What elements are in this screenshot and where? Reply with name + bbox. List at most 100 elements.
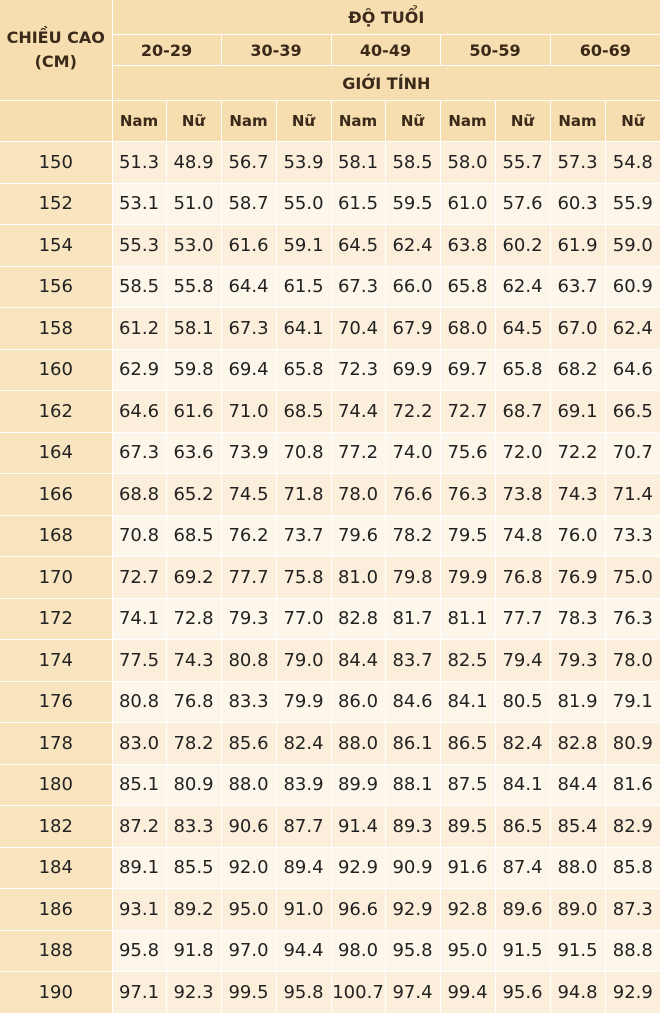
weight-cell: 64.1 xyxy=(275,307,331,349)
weight-cell: 60.3 xyxy=(549,182,605,225)
weight-cell: 86.1 xyxy=(384,722,440,764)
weight-cell: 92.9 xyxy=(384,888,440,930)
weight-cell: 82.8 xyxy=(330,597,385,640)
weight-cell: 73.8 xyxy=(494,473,550,515)
weight-cell: 59.5 xyxy=(384,182,440,225)
weight-cell: 73.3 xyxy=(604,514,660,557)
weight-cell: 65.8 xyxy=(439,265,495,308)
height-cell: 168 xyxy=(0,514,113,557)
height-label-line1: CHIỀU CAO xyxy=(6,28,105,47)
weight-cell: 79.5 xyxy=(439,514,495,557)
weight-cell: 73.7 xyxy=(275,514,331,557)
weight-cell: 70.8 xyxy=(111,514,166,557)
age-group-header: 20-29 xyxy=(112,34,221,66)
weight-cell: 74.1 xyxy=(111,597,166,640)
table-row: 174 77.5 74.3 80.8 79.0 84.4 83.7 82.5 79.4 79.3 7… xyxy=(0,639,660,681)
weight-cell: 85.5 xyxy=(165,846,221,889)
weight-cell: 83.9 xyxy=(275,763,331,806)
weight-cell: 88.0 xyxy=(549,846,605,889)
weight-cell: 90.6 xyxy=(220,805,276,847)
height-cell: 162 xyxy=(0,390,113,432)
height-cell: 154 xyxy=(0,224,113,266)
weight-cell: 99.4 xyxy=(439,971,495,1013)
weight-cell: 95.6 xyxy=(494,971,550,1013)
height-label-line2: (CM) xyxy=(34,52,77,71)
weight-cell: 91.4 xyxy=(330,805,385,847)
weight-cell: 84.1 xyxy=(439,680,495,723)
weight-cell: 59.1 xyxy=(275,224,331,266)
weight-cell: 87.7 xyxy=(275,805,331,847)
weight-cell: 76.2 xyxy=(220,514,276,557)
height-cell: 152 xyxy=(0,182,113,225)
weight-cell: 82.9 xyxy=(604,805,660,847)
weight-cell: 67.3 xyxy=(330,265,385,308)
weight-cell: 58.5 xyxy=(111,265,166,308)
weight-cell: 78.2 xyxy=(165,722,221,764)
weight-cell: 53.0 xyxy=(165,224,221,266)
weight-cell: 79.9 xyxy=(275,680,331,723)
weight-cell: 79.6 xyxy=(330,514,385,557)
weight-cell: 68.0 xyxy=(439,307,495,349)
weight-cell: 87.2 xyxy=(111,805,166,847)
weight-cell: 71.4 xyxy=(604,473,660,515)
height-cell: 180 xyxy=(0,763,113,806)
weight-cell: 91.0 xyxy=(275,888,331,930)
weight-cell: 91.5 xyxy=(494,929,550,972)
weight-cell: 63.6 xyxy=(165,431,221,474)
weight-cell: 69.1 xyxy=(549,390,605,432)
gender-header: GIỚI TÍNH xyxy=(112,65,660,101)
weight-cell: 66.5 xyxy=(604,390,660,432)
weight-cell: 82.4 xyxy=(275,722,331,764)
weight-cell: 76.6 xyxy=(384,473,440,515)
weight-cell: 83.3 xyxy=(165,805,221,847)
weight-cell: 54.8 xyxy=(604,141,660,183)
weight-cell: 85.6 xyxy=(220,722,276,764)
table-row: 162 64.6 61.6 71.0 68.5 74.4 72.2 72.7 68.7 69.1 6… xyxy=(0,390,660,432)
weight-cell: 89.5 xyxy=(439,805,495,847)
weight-cell: 77.5 xyxy=(111,639,166,681)
weight-cell: 79.3 xyxy=(549,639,605,681)
weight-cell: 55.8 xyxy=(165,265,221,308)
weight-cell: 95.8 xyxy=(384,929,440,972)
weight-cell: 89.3 xyxy=(384,805,440,847)
weight-cell: 62.4 xyxy=(494,265,550,308)
weight-cell: 76.8 xyxy=(494,556,550,598)
weight-cell: 91.8 xyxy=(165,929,221,972)
weight-cell: 74.8 xyxy=(494,514,550,557)
weight-cell: 69.4 xyxy=(220,348,276,391)
weight-cell: 63.8 xyxy=(439,224,495,266)
weight-cell: 85.8 xyxy=(604,846,660,889)
weight-cell: 94.8 xyxy=(549,971,605,1013)
height-cell: 150 xyxy=(0,141,113,183)
weight-cell: 81.9 xyxy=(549,680,605,723)
weight-cell: 84.4 xyxy=(549,763,605,806)
weight-cell: 65.2 xyxy=(165,473,221,515)
weight-cell: 64.4 xyxy=(220,265,276,308)
gender-female-header: Nữ xyxy=(165,100,221,142)
weight-cell: 71.8 xyxy=(275,473,331,515)
weight-cell: 86.5 xyxy=(439,722,495,764)
weight-cell: 68.2 xyxy=(549,348,605,391)
weight-cell: 59.8 xyxy=(165,348,221,391)
weight-cell: 73.9 xyxy=(220,431,276,474)
weight-cell: 62.4 xyxy=(384,224,440,266)
weight-cell: 89.1 xyxy=(111,846,166,889)
height-cell: 160 xyxy=(0,348,113,391)
table-row: 184 89.1 85.5 92.0 89.4 92.9 90.9 91.6 87.4 88.0 8… xyxy=(0,846,660,889)
table-row: 176 80.8 76.8 83.3 79.9 86.0 84.6 84.1 80.5 81.9 7… xyxy=(0,680,660,723)
gender-male-header: Nam xyxy=(330,100,385,142)
height-subheader-blank xyxy=(0,100,113,142)
height-cell: 156 xyxy=(0,265,113,308)
weight-cell: 88.0 xyxy=(330,722,385,764)
weight-cell: 75.8 xyxy=(275,556,331,598)
weight-cell: 68.8 xyxy=(111,473,166,515)
weight-cell: 74.3 xyxy=(165,639,221,681)
weight-cell: 51.0 xyxy=(165,182,221,225)
table-row: 188 95.8 91.8 97.0 94.4 98.0 95.8 95.0 91.5 91.5 8… xyxy=(0,929,660,972)
weight-cell: 74.3 xyxy=(549,473,605,515)
height-cell: 166 xyxy=(0,473,113,515)
age-header: ĐỘ TUỔI xyxy=(112,0,660,35)
table-header: CHIỀU CAO (CM) ĐỘ TUỔI 20-29 30-39 40-49… xyxy=(0,0,660,142)
weight-cell: 61.6 xyxy=(220,224,276,266)
table-row: 186 93.1 89.2 95.0 91.0 96.6 92.9 92.8 89.6 89.0 8… xyxy=(0,888,660,930)
